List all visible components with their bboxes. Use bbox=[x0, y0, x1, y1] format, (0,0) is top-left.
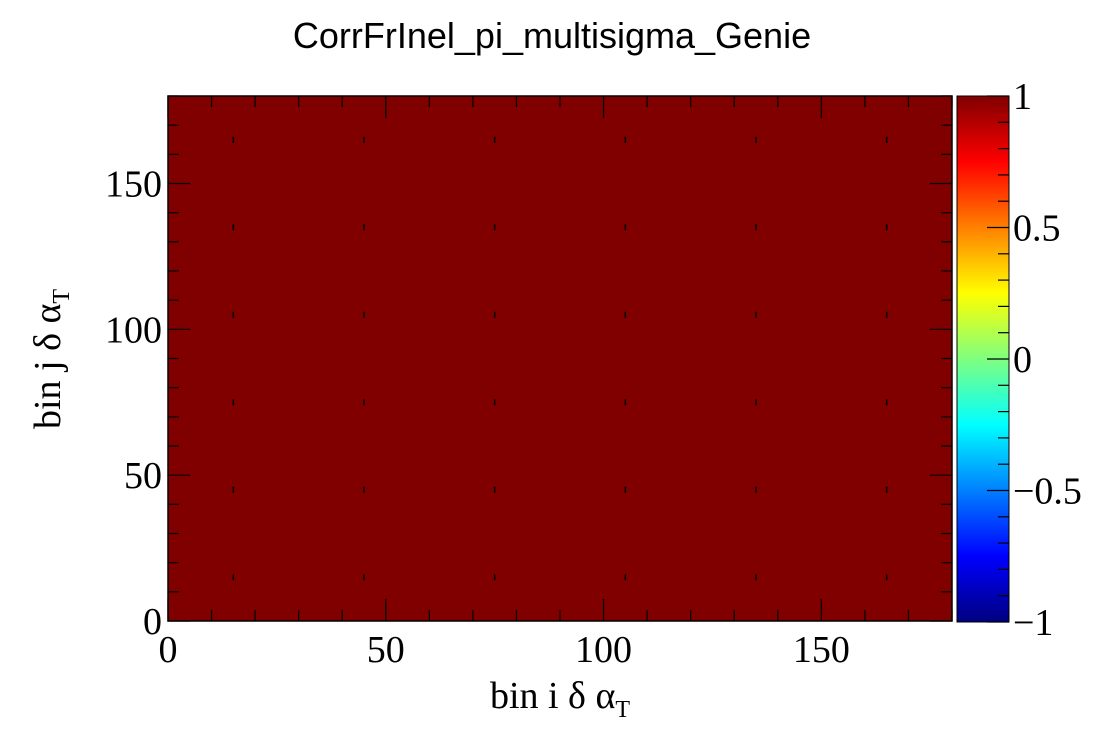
colorbar-axis: −1 −0.5 0 0.5 1 bbox=[987, 76, 1082, 644]
y-tick-label: 150 bbox=[105, 164, 162, 206]
x-axis-label: bin i δ αT bbox=[490, 675, 630, 723]
title-box bbox=[248, 4, 872, 66]
colorbar-tick-label: −1 bbox=[1013, 602, 1053, 644]
chart-title: CorrFrInel_pi_multisigma_Genie bbox=[293, 15, 811, 56]
colorbar-tick-label: 1 bbox=[1013, 76, 1032, 118]
x-tick-label: 100 bbox=[575, 629, 632, 671]
x-tick-label: 50 bbox=[367, 629, 405, 671]
colorbar-tick-label: 0.5 bbox=[1013, 208, 1061, 250]
heatmap-fill bbox=[168, 96, 952, 621]
y-axis-label: bin j δ αT bbox=[27, 289, 75, 429]
axes: 0 50 100 150 0 50 100 150 bbox=[105, 95, 953, 671]
colorbar-tick-label: −0.5 bbox=[1013, 471, 1082, 513]
y-tick-label: 50 bbox=[124, 455, 162, 497]
x-tick-label: 150 bbox=[793, 629, 850, 671]
y-tick-label: 100 bbox=[105, 309, 162, 351]
heatmap-area bbox=[168, 96, 952, 621]
x-tick-label: 0 bbox=[159, 629, 178, 671]
cell-markers bbox=[232, 136, 888, 581]
y-tick-label: 0 bbox=[143, 601, 162, 643]
colorbar-tick-label: 0 bbox=[1013, 339, 1032, 381]
